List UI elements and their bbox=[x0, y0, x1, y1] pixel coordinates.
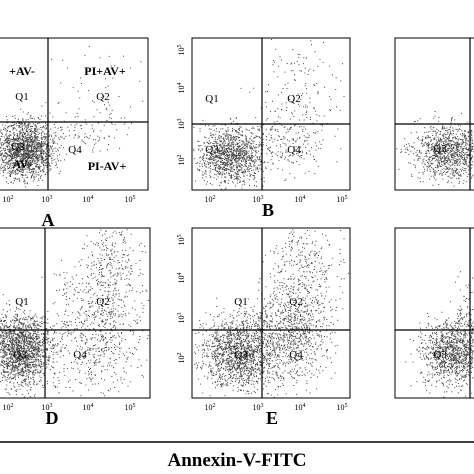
tick-label: 103 bbox=[42, 403, 53, 412]
plot-frame bbox=[191, 37, 351, 191]
panel: Q1 Q2 Q3 Q4 102 103 104 105 105 104 103 102 E bbox=[177, 227, 351, 428]
event-dots bbox=[193, 39, 345, 190]
tick-label: 104 bbox=[177, 273, 186, 284]
quadrant-label: Q3 bbox=[11, 141, 25, 153]
event-dots bbox=[405, 271, 474, 398]
quadrant-label: Q2 bbox=[96, 296, 109, 308]
tick-label: 105 bbox=[177, 235, 186, 246]
tick-label: 102 bbox=[177, 353, 186, 364]
plot-frame bbox=[394, 227, 474, 399]
panel-letter: B bbox=[262, 200, 274, 220]
plot-frame bbox=[394, 37, 474, 191]
tick-label: 105 bbox=[337, 403, 348, 412]
tick-label: 105 bbox=[337, 195, 348, 204]
tick-label: 105 bbox=[125, 195, 136, 204]
panel-letter: A bbox=[42, 210, 55, 230]
axis-title: Annexin-V-FITC bbox=[168, 450, 307, 471]
tick-label: 104 bbox=[177, 83, 186, 94]
tick-label: 105 bbox=[177, 45, 186, 56]
tick-label: 102 bbox=[205, 403, 216, 412]
quadrant-label: Q3 bbox=[234, 349, 248, 361]
panel-letter: E bbox=[266, 408, 278, 428]
panel: +AV- PI+AV+ Q1 Q2 Q3 Q4 AV- PI-AV+ 102 103 104 105 A bbox=[0, 37, 149, 230]
plot-frame bbox=[191, 227, 351, 399]
quadrant-label: Q1 bbox=[15, 296, 28, 308]
quadrant-label: Q3 bbox=[205, 144, 219, 156]
plot-frame bbox=[0, 227, 151, 399]
tick-label: 102 bbox=[3, 403, 14, 412]
tick-label: 104 bbox=[83, 403, 94, 412]
quadrant-label: Q2 bbox=[96, 91, 109, 103]
tick-label: 104 bbox=[295, 195, 306, 204]
quadrant-label: Q3 bbox=[433, 143, 447, 155]
quadrant-label: Q4 bbox=[287, 144, 301, 156]
quadrant-label: Q4 bbox=[73, 349, 87, 361]
tick-label: 102 bbox=[177, 155, 186, 166]
event-dots bbox=[0, 45, 144, 188]
tick-label: 103 bbox=[253, 403, 264, 412]
tick-label: 103 bbox=[42, 195, 53, 204]
panel: Q3 bbox=[394, 227, 474, 399]
panel-letter: D bbox=[46, 408, 59, 428]
quadrant-label: Q2 bbox=[287, 93, 300, 105]
tick-label: 104 bbox=[83, 195, 94, 204]
quadrant-label: Q1 bbox=[15, 91, 28, 103]
tick-label: 103 bbox=[177, 119, 186, 130]
quadrant-label: Q4 bbox=[68, 144, 82, 156]
quadrant-label: PI+AV+ bbox=[84, 64, 126, 78]
quadrant-label: +AV- bbox=[9, 64, 35, 78]
quadrant-label: AV- bbox=[13, 157, 32, 171]
plot-frame bbox=[0, 37, 149, 191]
quadrant-label: Q1 bbox=[234, 296, 247, 308]
panel: Q1 Q2 Q3 Q4 102 103 104 105 D bbox=[0, 227, 151, 428]
tick-label: 103 bbox=[177, 313, 186, 324]
event-dots bbox=[396, 111, 474, 187]
tick-label: 105 bbox=[125, 403, 136, 412]
quadrant-label: Q3 bbox=[433, 349, 447, 361]
quadrant-label: Q2 bbox=[289, 296, 302, 308]
quadrant-label: Q4 bbox=[289, 349, 303, 361]
quadrant-label: Q3 bbox=[13, 349, 27, 361]
panel: Q3 bbox=[394, 37, 474, 191]
quadrant-label: PI-AV+ bbox=[88, 159, 127, 173]
tick-label: 102 bbox=[205, 195, 216, 204]
event-dots bbox=[194, 229, 349, 398]
event-dots bbox=[0, 229, 149, 398]
panel: Q1 Q2 Q3 Q4 102 103 104 105 105 104 103 102 B bbox=[177, 37, 351, 220]
tick-label: 104 bbox=[295, 403, 306, 412]
tick-label: 103 bbox=[253, 195, 264, 204]
quadrant-label: Q1 bbox=[205, 93, 218, 105]
tick-label: 102 bbox=[3, 195, 14, 204]
